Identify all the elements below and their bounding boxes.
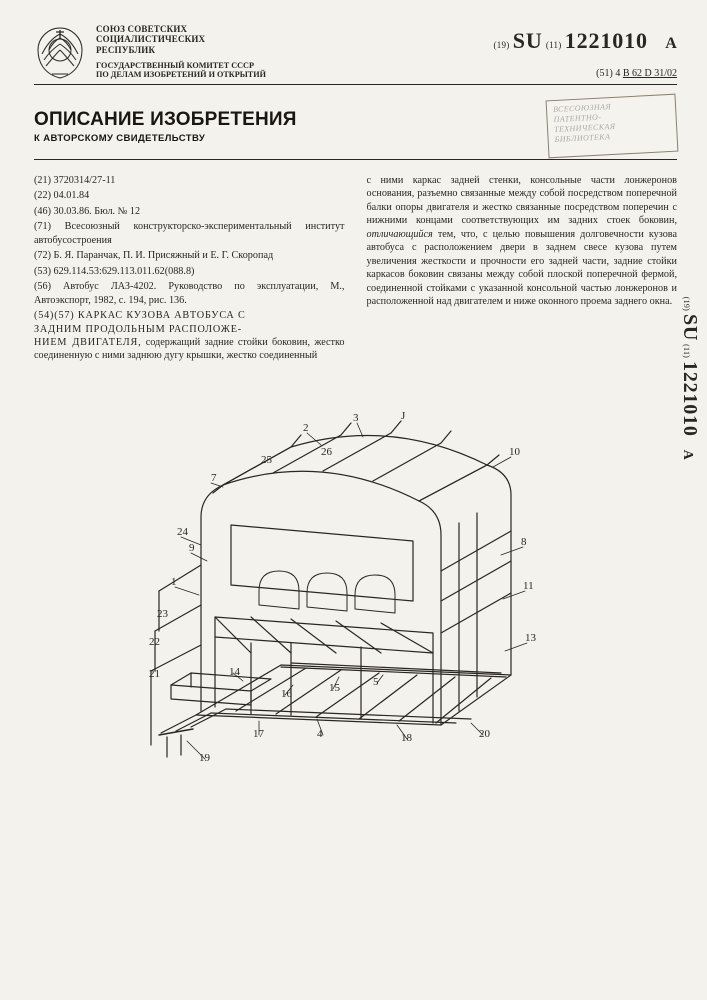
body-columns: (21) 3720314/27-11 (22) 04.01.84 (46) 30… [34,174,677,365]
doc-prefix-11: (11) [546,40,562,50]
right-column: с ними каркас задней стенки, консольные … [367,174,678,365]
document-title: ОПИСАНИЕ ИЗОБРЕТЕНИЯ [34,109,297,131]
svg-text:8: 8 [521,536,527,548]
side-document-code: (19) SU (11) 1221010 A [678,297,701,460]
divider-bottom [34,159,677,160]
claim-title-b: ЗАДНИМ ПРОДОЛЬНЫМ РАСПОЛОЖЕ- [34,324,242,335]
field-22: (22) 04.01.84 [34,189,345,202]
union-label: СОЮЗ СОВЕТСКИХ СОЦИАЛИСТИЧЕСКИХ РЕСПУБЛИ… [96,24,266,55]
svg-text:15: 15 [329,682,341,694]
claim-title-a: (54)(57) КАРКАС КУЗОВА АВТОБУСА С [34,310,246,321]
svg-text:13: 13 [525,632,537,644]
doc-su: SU [513,28,543,53]
svg-text:24: 24 [177,526,189,538]
svg-text:20: 20 [479,728,491,740]
svg-text:26: 26 [321,446,333,458]
right-part-a: с ними каркас задней стенки, консольные … [367,175,678,226]
title-row: ОПИСАНИЕ ИЗОБРЕТЕНИЯ К АВТОРСКОМУ СВИДЕТ… [34,95,677,155]
svg-text:7: 7 [211,472,217,484]
figure: 3 2 J 10 7 24 9 1 23 22 21 25 26 8 11 13 [34,385,677,800]
state-emblem-icon [34,24,86,80]
side-prefix-19: (19) [682,297,691,311]
right-emph: отличающийся [367,229,433,240]
left-column: (21) 3720314/27-11 (22) 04.01.84 (46) 30… [34,174,345,365]
side-suffix: A [680,450,695,460]
field-71: (71) Всесоюзный конструкторско-экспериме… [34,220,345,247]
svg-text:J: J [401,410,406,422]
svg-text:22: 22 [149,636,160,648]
svg-text:3: 3 [353,412,359,424]
doc-prefix-19: (19) [494,40,510,50]
claim-body-right: с ними каркас задней стенки, консольные … [367,174,678,309]
field-56: (56) Автобус ЛАЗ-4202. Руководство по эк… [34,280,345,307]
svg-text:10: 10 [509,446,521,458]
divider-top [34,84,677,85]
document-code: (19) SU (11) 1221010 A [494,28,677,54]
figure-svg: 3 2 J 10 7 24 9 1 23 22 21 25 26 8 11 13 [141,385,571,795]
document-subtitle: К АВТОРСКОМУ СВИДЕТЕЛЬСТВУ [34,133,297,144]
svg-text:21: 21 [149,668,160,680]
field-46: (46) 30.03.86. Бюл. № 12 [34,205,345,218]
ipc-prefix: (51) 4 [596,68,620,79]
svg-text:23: 23 [157,608,169,620]
svg-text:19: 19 [199,752,211,764]
title-block: ОПИСАНИЕ ИЗОБРЕТЕНИЯ К АВТОРСКОМУ СВИДЕТ… [34,109,297,144]
doc-number: 1221010 [565,28,648,53]
svg-text:1: 1 [171,576,177,588]
field-5457: (54)(57) КАРКАС КУЗОВА АВТОБУСА С ЗАДНИМ… [34,309,345,363]
svg-text:14: 14 [229,666,241,678]
field-72: (72) Б. Я. Паранчак, П. И. Присяжный и Е… [34,249,345,262]
header-labels: СОЮЗ СОВЕТСКИХ СОЦИАЛИСТИЧЕСКИХ РЕСПУБЛИ… [96,24,266,80]
ipc-value: B 62 D 31/02 [623,68,677,79]
side-number: 1221010 [679,361,701,437]
svg-text:2: 2 [303,422,309,434]
svg-text:4: 4 [317,728,323,740]
field-21: (21) 3720314/27-11 [34,174,345,187]
header: СОЮЗ СОВЕТСКИХ СОЦИАЛИСТИЧЕСКИХ РЕСПУБЛИ… [34,24,677,80]
side-su: SU [679,314,701,341]
svg-text:25: 25 [261,454,273,466]
field-53: (53) 629.114.53:629.113.011.62(088.8) [34,265,345,278]
library-stamp: ВСЕСОЮЗНАЯ ПАТЕНТНО- ТЕХНИЧЕСКАЯ БИБЛИОТ… [546,94,679,159]
doc-suffix: A [665,35,677,52]
ipc-code: (51) 4 B 62 D 31/02 [596,68,677,79]
right-part-b: тем, что, с целью повышения долговечност… [367,229,678,307]
committee-label: ГОСУДАРСТВЕННЫЙ КОМИТЕТ СССР ПО ДЕЛАМ ИЗ… [96,61,266,80]
claim-title-c: НИЕМ ДВИГАТЕЛЯ, [34,337,141,348]
svg-text:11: 11 [523,580,534,592]
svg-text:16: 16 [281,688,293,700]
side-prefix-11: (11) [682,344,691,358]
svg-text:9: 9 [189,542,195,554]
